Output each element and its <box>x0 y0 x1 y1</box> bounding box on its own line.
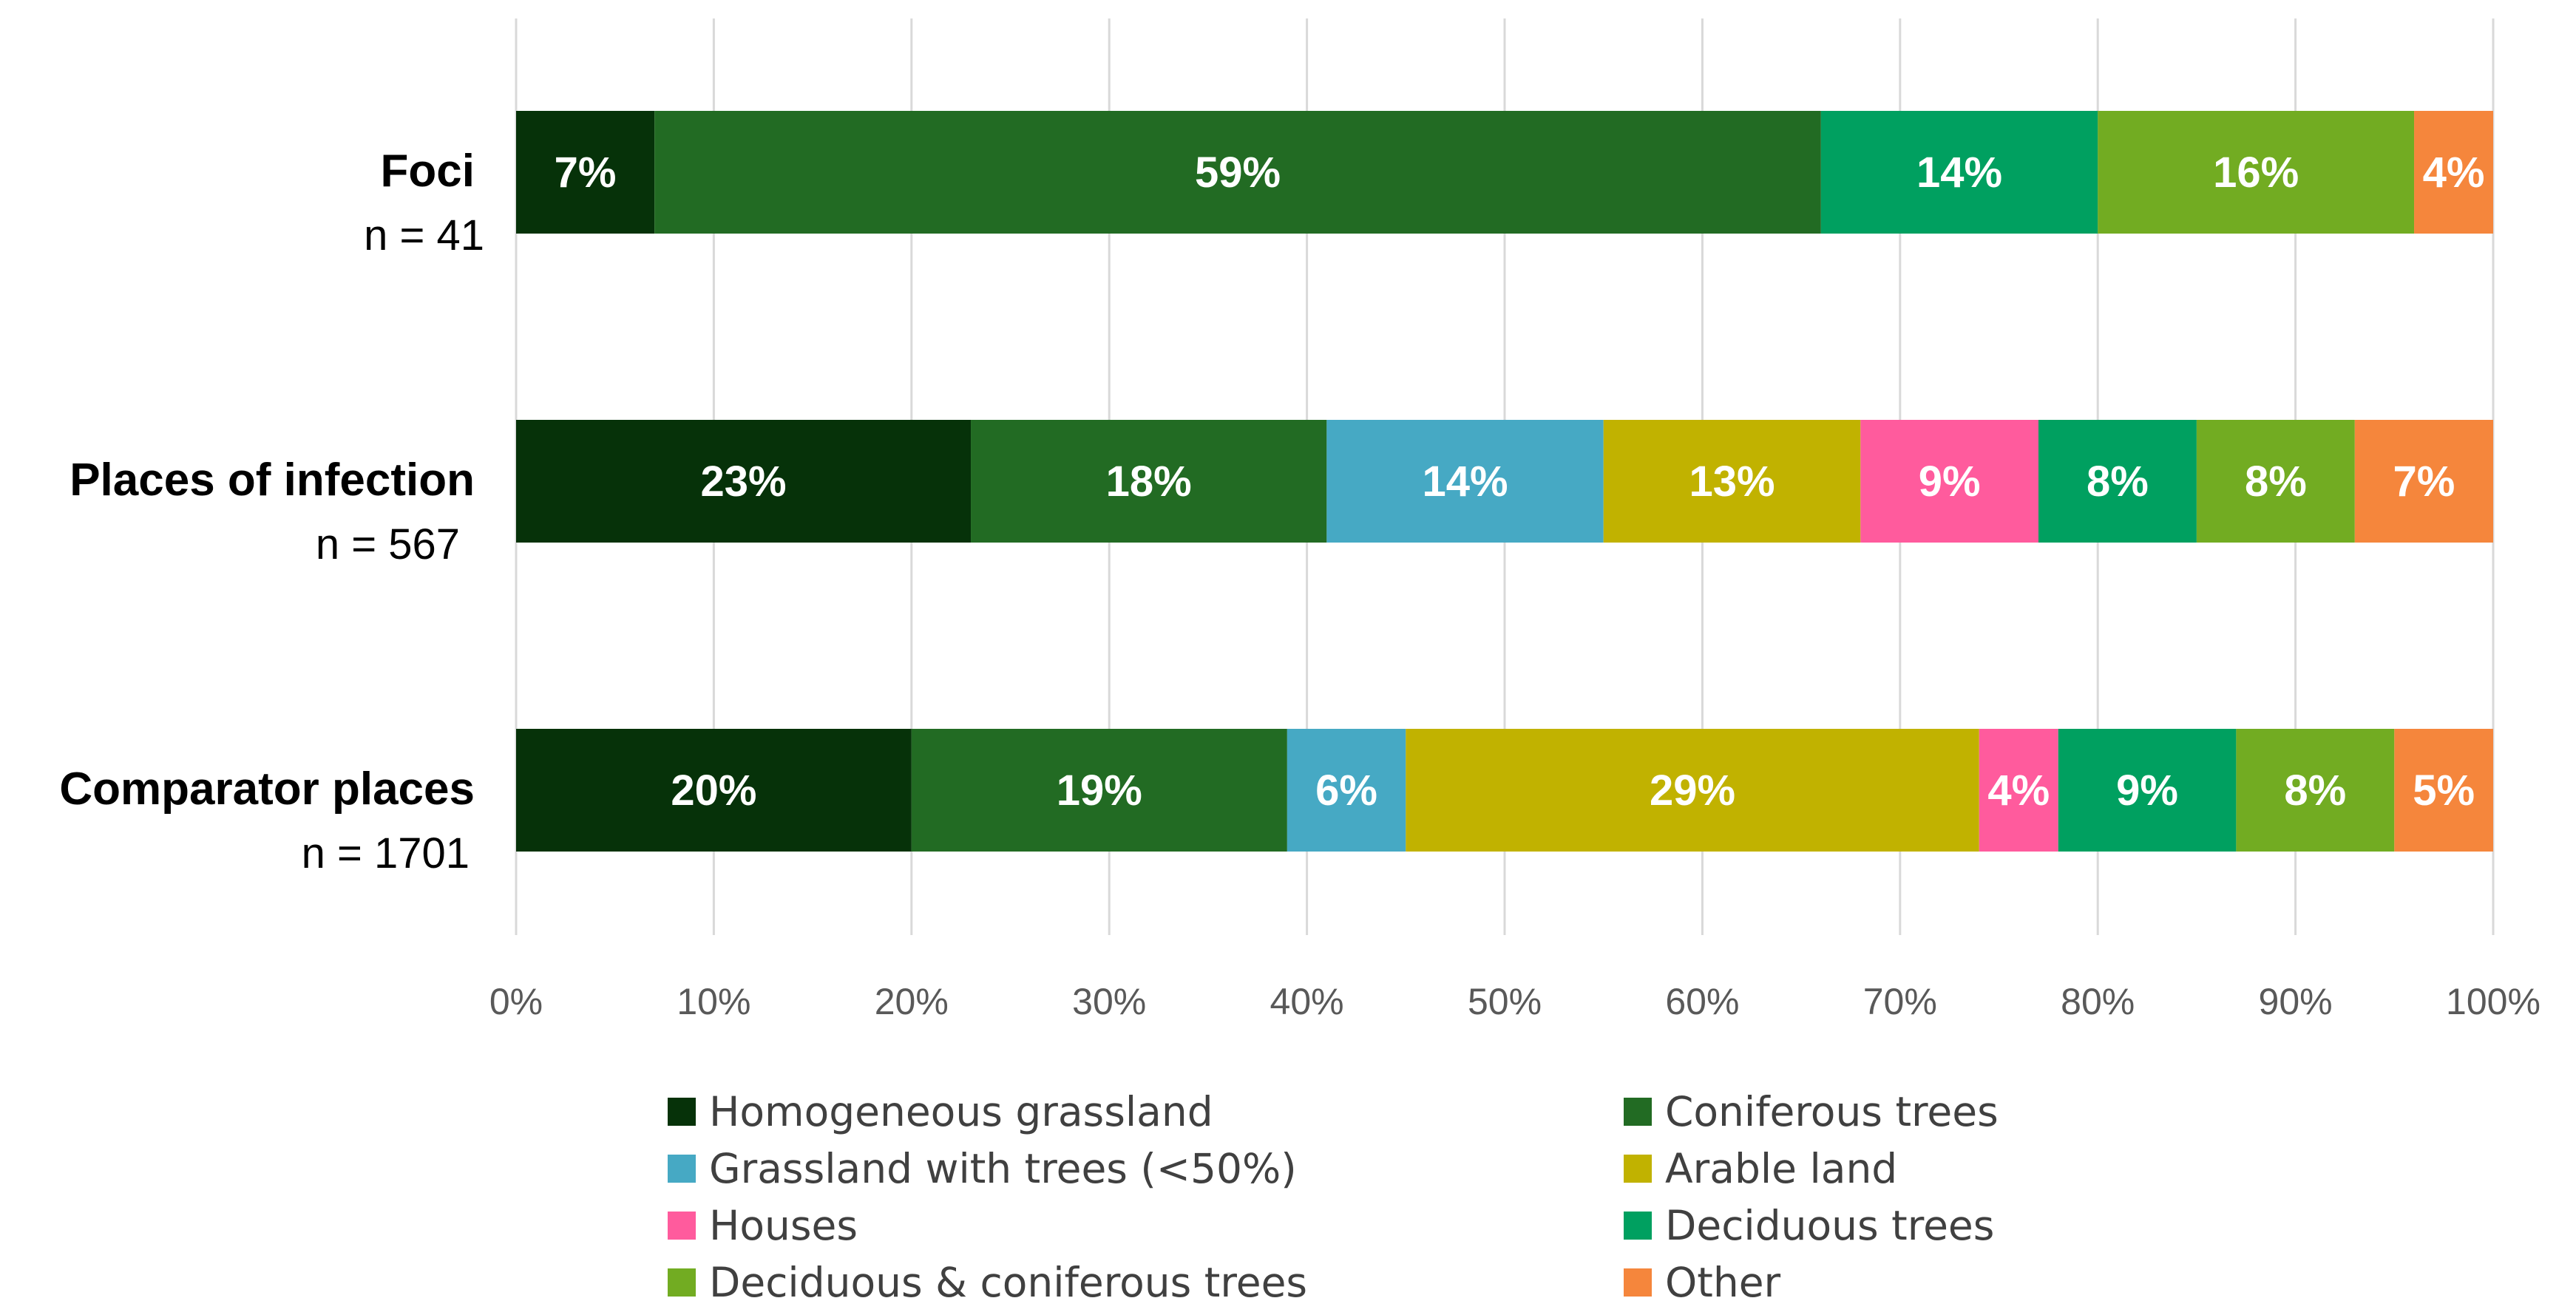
data-label: 20% <box>671 767 756 815</box>
bar-segment-other <box>2354 420 2493 543</box>
bar-segment-deciduous-trees <box>2038 420 2197 543</box>
data-label: 7% <box>555 149 617 197</box>
category-n-label: n = 41 <box>364 211 484 259</box>
bar-segment-homogeneous-grassland <box>516 729 912 852</box>
data-label: 8% <box>2284 767 2346 815</box>
x-axis-ticks: 0% 10% 20% 30% 40% 50% 60% 70% 80% 90% 100% <box>489 981 2541 1022</box>
x-tick-label: 30% <box>1072 981 1146 1022</box>
legend-swatch <box>668 1098 696 1126</box>
legend-label: Other <box>1665 1259 1781 1306</box>
legend-swatch <box>1624 1098 1652 1126</box>
x-tick-label: 90% <box>2259 981 2333 1022</box>
bar-segment-deciduous-coniferous-trees <box>2098 111 2415 234</box>
bar-segment-arable-land <box>1603 420 1861 543</box>
legend-swatch <box>668 1212 696 1240</box>
legend-item-homogeneous-grassland: Homogeneous grassland <box>668 1088 1213 1135</box>
data-label: 5% <box>2413 767 2475 815</box>
bar-segment-homogeneous-grassland <box>516 111 655 234</box>
category-label: Places of infection <box>70 455 475 506</box>
x-tick-label: 80% <box>2061 981 2135 1022</box>
category-n-label: n = 567 <box>316 520 460 568</box>
bar-segment-deciduous-trees <box>2058 729 2237 852</box>
x-tick-label: 10% <box>677 981 750 1022</box>
legend-label: Deciduous trees <box>1665 1202 1994 1249</box>
data-label: 18% <box>1106 458 1192 506</box>
legend-label: Deciduous & coniferous trees <box>709 1259 1307 1306</box>
bar-segment-deciduous-coniferous-trees <box>2196 420 2355 543</box>
data-label: 59% <box>1195 149 1281 197</box>
legend-item-other: Other <box>1624 1259 1781 1306</box>
data-label: 23% <box>700 458 786 506</box>
data-label: 8% <box>2245 458 2307 506</box>
bar-segment-houses <box>1860 420 2038 543</box>
bar-segment-grassland-with-trees-50 <box>1326 420 1604 543</box>
bar-segment-arable-land <box>1406 729 1979 852</box>
bar-segment-homogeneous-grassland <box>516 420 972 543</box>
legend-item-grassland-with-trees-50: Grassland with trees (<50%) <box>668 1145 1297 1192</box>
data-label: 7% <box>2393 458 2455 506</box>
bar-segment-other <box>2414 111 2493 234</box>
category-n-label: n = 1701 <box>302 829 470 877</box>
legend-item-deciduous-coniferous-trees: Deciduous & coniferous trees <box>668 1259 1307 1306</box>
x-tick-label: 60% <box>1665 981 1739 1022</box>
data-label: 29% <box>1650 767 1735 815</box>
data-label: 9% <box>1919 458 1981 506</box>
legend-label: Houses <box>709 1202 858 1249</box>
data-label: 14% <box>1916 149 2002 197</box>
bar-segment-grassland-with-trees-50 <box>1287 729 1406 852</box>
legend-label: Coniferous trees <box>1665 1088 1999 1135</box>
x-tick-label: 0% <box>489 981 543 1022</box>
bar-segment-houses <box>1979 729 2058 852</box>
legend-swatch <box>668 1155 696 1183</box>
data-label: 16% <box>2213 149 2299 197</box>
x-tick-label: 50% <box>1468 981 1542 1022</box>
bar-segment-coniferous-trees <box>654 111 1821 234</box>
bar-segment-coniferous-trees <box>911 729 1287 852</box>
data-label: 6% <box>1315 767 1377 815</box>
bar-segment-coniferous-trees <box>971 420 1327 543</box>
legend-label: Grassland with trees (<50%) <box>709 1145 1297 1192</box>
bar-segment-deciduous-trees <box>1820 111 2098 234</box>
data-label: 14% <box>1422 458 1508 506</box>
legend-label: Arable land <box>1665 1145 1897 1192</box>
category-label: Foci <box>381 146 475 197</box>
data-label: 8% <box>2087 458 2149 506</box>
legend-item-deciduous-trees: Deciduous trees <box>1624 1202 1994 1249</box>
data-label: 9% <box>2116 767 2178 815</box>
category-labels: Foci n = 41 Places of infection n = 567 Comp… <box>59 146 484 877</box>
data-label: 4% <box>1987 767 2050 815</box>
x-tick-label: 100% <box>2446 981 2541 1022</box>
legend-swatch <box>1624 1155 1652 1183</box>
legend-swatch <box>1624 1212 1652 1240</box>
bar-segment-deciduous-coniferous-trees <box>2236 729 2395 852</box>
legend-item-houses: Houses <box>668 1202 858 1249</box>
legend-item-coniferous-trees: Coniferous trees <box>1624 1088 1999 1135</box>
x-tick-label: 20% <box>875 981 949 1022</box>
bars: 7% 59% 14% 16% 4% 23% 18% 14% 13% 9% 8% 8% 7% 20% 19% 6… <box>516 111 2493 852</box>
data-label: 19% <box>1057 767 1142 815</box>
legend-label: Homogeneous grassland <box>709 1088 1213 1135</box>
x-tick-label: 40% <box>1270 981 1344 1022</box>
bar-segment-other <box>2394 729 2493 852</box>
x-tick-label: 70% <box>1863 981 1937 1022</box>
legend: Homogeneous grassland Coniferous trees Gra… <box>668 1088 1999 1306</box>
data-label: 4% <box>2423 149 2485 197</box>
data-label: 13% <box>1689 458 1775 506</box>
category-label: Comparator places <box>59 764 475 815</box>
legend-swatch <box>668 1268 696 1297</box>
legend-swatch <box>1624 1268 1652 1297</box>
legend-item-arable-land: Arable land <box>1624 1145 1897 1192</box>
